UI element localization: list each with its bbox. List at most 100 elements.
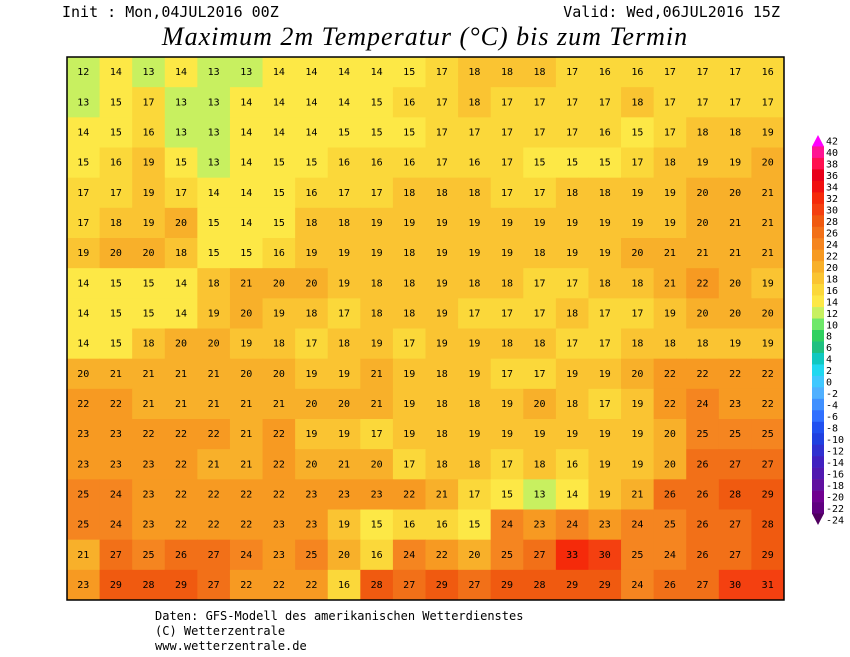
temperature-cell <box>229 298 264 329</box>
colorbar-label: 26 <box>826 229 838 240</box>
colorbar-label: 36 <box>826 171 838 182</box>
temperature-label: 18 <box>468 67 480 78</box>
temperature-cell <box>262 388 296 420</box>
temperature-label: 19 <box>338 278 350 289</box>
temperature-cell <box>99 569 133 601</box>
temperature-cell <box>229 87 264 118</box>
temperature-cell <box>718 117 752 148</box>
colorbar-swatch <box>812 444 824 457</box>
temperature-cell <box>360 268 394 299</box>
temperature-cell <box>132 569 166 601</box>
temperature-cell <box>229 419 264 450</box>
temperature-cell <box>262 539 296 571</box>
colorbar-label: 22 <box>826 251 838 262</box>
temperature-cell <box>99 509 133 541</box>
temperature-label: 20 <box>534 399 546 410</box>
temperature-label: 19 <box>696 158 708 169</box>
temperature-cell <box>392 298 426 329</box>
temperature-cell <box>523 509 557 541</box>
temperature-cell <box>458 298 492 329</box>
temperature-cell <box>555 207 589 239</box>
temperature-label: 27 <box>468 580 480 591</box>
temperature-label: 18 <box>696 339 708 350</box>
colorbar-label: 0 <box>826 378 832 389</box>
temperature-label: 17 <box>599 97 611 108</box>
temperature-cell <box>588 419 622 450</box>
temperature-label: 20 <box>175 339 187 350</box>
temperature-cell <box>621 298 655 329</box>
temperature-label: 19 <box>338 429 350 440</box>
temperature-cell <box>523 87 557 118</box>
temperature-label: 28 <box>729 489 741 500</box>
temperature-label: 24 <box>664 550 676 561</box>
temperature-label: 21 <box>175 369 187 380</box>
colorbar-label: 42 <box>826 137 838 148</box>
temperature-cell <box>132 207 166 239</box>
temperature-cell <box>67 419 101 450</box>
temperature-cell <box>588 388 622 420</box>
temperature-label: 18 <box>468 459 480 470</box>
temperature-cell <box>164 479 198 510</box>
temperature-cell <box>621 207 655 239</box>
temperature-label: 15 <box>273 158 285 169</box>
colorbar-swatch <box>812 272 824 285</box>
temperature-cell <box>327 569 361 601</box>
temperature-label: 17 <box>664 67 676 78</box>
temperature-cell <box>67 388 101 420</box>
temperature-label: 17 <box>696 97 708 108</box>
temperature-cell <box>751 298 785 329</box>
temperature-label: 21 <box>208 399 220 410</box>
temperature-cell <box>425 328 459 360</box>
temperature-cell <box>392 358 426 390</box>
temperature-label: 29 <box>762 489 774 500</box>
temperature-label: 21 <box>664 248 676 259</box>
temperature-cell <box>425 419 459 450</box>
temperature-cell <box>458 177 492 209</box>
temperature-cell <box>751 569 785 601</box>
temperature-cell <box>229 509 264 541</box>
temperature-cell <box>653 117 687 148</box>
temperature-cell <box>295 449 329 480</box>
temperature-cell <box>653 57 687 88</box>
temperature-cell <box>360 328 394 360</box>
temperature-label: 21 <box>273 399 285 410</box>
temperature-label: 17 <box>566 278 578 289</box>
temperature-cell <box>555 509 589 541</box>
temperature-label: 19 <box>534 218 546 229</box>
temperature-label: 22 <box>77 399 89 410</box>
temperature-label: 20 <box>762 158 774 169</box>
temperature-label: 17 <box>534 308 546 319</box>
temperature-label: 15 <box>371 127 383 138</box>
temperature-label: 20 <box>110 248 122 259</box>
temperature-cell <box>490 147 524 179</box>
temperature-cell <box>458 147 492 179</box>
footer-line: www.wetterzentrale.de <box>155 639 307 653</box>
temperature-label: 17 <box>566 127 578 138</box>
temperature-cell <box>686 147 720 179</box>
temperature-cell <box>197 238 231 269</box>
temperature-label: 15 <box>403 67 415 78</box>
temperature-label: 19 <box>338 248 350 259</box>
temperature-label: 18 <box>208 278 220 289</box>
temperature-cell <box>327 268 361 299</box>
temperature-cell <box>425 238 459 269</box>
temperature-cell <box>164 57 198 88</box>
temperature-cell <box>262 57 296 88</box>
temperature-label: 14 <box>208 188 220 199</box>
temperature-cell <box>588 509 622 541</box>
temperature-label: 17 <box>371 429 383 440</box>
temperature-cell <box>621 509 655 541</box>
temperature-cell <box>458 419 492 450</box>
temperature-label: 23 <box>338 489 350 500</box>
temperature-cell <box>653 569 687 601</box>
temperature-label: 20 <box>468 550 480 561</box>
temperature-cell <box>718 539 752 571</box>
temperature-cell <box>490 298 524 329</box>
temperature-cell <box>295 57 329 88</box>
temperature-label: 27 <box>696 580 708 591</box>
temperature-cell <box>621 479 655 510</box>
temperature-cell <box>295 569 329 601</box>
temperature-cell <box>751 419 785 450</box>
temperature-label: 26 <box>664 580 676 591</box>
temperature-cell <box>588 539 622 571</box>
